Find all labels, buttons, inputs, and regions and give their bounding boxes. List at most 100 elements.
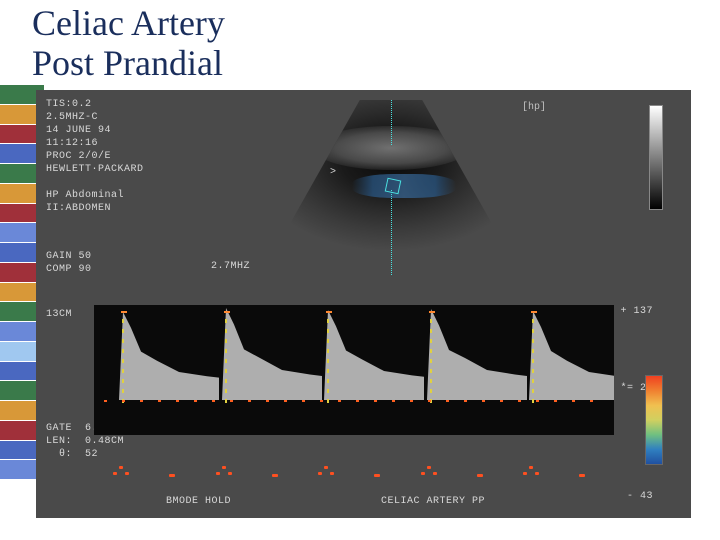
timing-line-dot (122, 359, 124, 363)
baseline-dash (554, 400, 557, 402)
ecg-beat-dot (125, 472, 129, 475)
timing-line-dot (532, 319, 534, 323)
timing-line-dot (122, 389, 124, 393)
doppler-waveform (94, 305, 614, 435)
ecg-beat-dot (324, 466, 328, 469)
baseline-dash (572, 400, 575, 402)
baseline-dash (176, 400, 179, 402)
timing-line-dot (430, 349, 432, 353)
timing-tick (224, 311, 230, 313)
ecg-beat-dot (427, 466, 431, 469)
timing-line-dot (225, 319, 227, 323)
timing-line-dot (327, 349, 329, 353)
ecg-beat-dot (433, 472, 437, 475)
mode-label: BMODE HOLD (166, 495, 231, 508)
ecg-beat-dot (228, 472, 232, 475)
baseline-dash (356, 400, 359, 402)
baseline-dash (428, 400, 431, 402)
hp-logo: [hp] (522, 102, 546, 113)
baseline-dash (374, 400, 377, 402)
baseline-dash (140, 400, 143, 402)
color-velocity-bar (645, 375, 663, 465)
ecg-beat-dot (222, 466, 226, 469)
baseline-dash (194, 400, 197, 402)
timing-line-dot (122, 349, 124, 353)
ecg-segment (477, 474, 483, 477)
timing-line-dot (225, 359, 227, 363)
timing-line-dot (225, 399, 227, 403)
frequency-label: 2.7MHZ (211, 260, 250, 273)
baseline-dash (230, 400, 233, 402)
gain-readout: GAIN 50 COMP 90 (46, 250, 92, 276)
ecg-trace (94, 460, 614, 490)
timing-line-dot (327, 329, 329, 333)
grayscale-bar (649, 105, 663, 210)
angle-arrow-icon: > (330, 166, 337, 179)
timing-line-dot (225, 369, 227, 373)
timing-line-dot (122, 379, 124, 383)
baseline-dash (266, 400, 269, 402)
ecg-beat-dot (318, 472, 322, 475)
cursor-line-bottom (391, 190, 392, 275)
timing-line-dot (430, 369, 432, 373)
timing-line-dot (532, 329, 534, 333)
scan-header: TIS:0.2 2.5MHZ-C 14 JUNE 94 11:12:16 PRO… (46, 98, 144, 215)
sample-gate-icon (384, 177, 401, 194)
timing-line-dot (327, 339, 329, 343)
cursor-line-top (391, 100, 392, 145)
timing-line-dot (122, 369, 124, 373)
baseline-dash (590, 400, 593, 402)
baseline-dash (500, 400, 503, 402)
timing-tick (121, 311, 127, 313)
ecg-beat-dot (113, 472, 117, 475)
timing-line-dot (532, 349, 534, 353)
timing-line-dot (225, 339, 227, 343)
vessel-color-flow (352, 174, 456, 199)
timing-line-dot (532, 399, 534, 403)
timing-line-dot (430, 339, 432, 343)
timing-line-dot (327, 369, 329, 373)
timing-line-dot (532, 339, 534, 343)
timing-line-dot (430, 359, 432, 363)
ecg-segment (272, 474, 278, 477)
baseline-dash (158, 400, 161, 402)
ecg-beat-dot (119, 466, 123, 469)
baseline-dash (482, 400, 485, 402)
title-line2: Post Prandial (32, 43, 223, 83)
timing-line-dot (225, 329, 227, 333)
timing-line-dot (225, 349, 227, 353)
timing-line-dot (532, 369, 534, 373)
timing-line-dot (122, 319, 124, 323)
baseline-dash (446, 400, 449, 402)
baseline-dash (248, 400, 251, 402)
timing-line-dot (532, 359, 534, 363)
timing-line-dot (430, 319, 432, 323)
timing-tick (429, 311, 435, 313)
ecg-beat-dot (523, 472, 527, 475)
scale-bottom: - 43 (627, 490, 653, 503)
baseline-dash (338, 400, 341, 402)
timing-line-dot (532, 379, 534, 383)
ultrasound-panel: TIS:0.2 2.5MHZ-C 14 JUNE 94 11:12:16 PRO… (36, 90, 691, 518)
baseline-dash (518, 400, 521, 402)
timing-tick (326, 311, 332, 313)
timing-line-dot (327, 319, 329, 323)
baseline-dash (410, 400, 413, 402)
baseline-dash (536, 400, 539, 402)
timing-line-dot (430, 389, 432, 393)
depth-label: 13CM (46, 308, 72, 321)
baseline-dash (464, 400, 467, 402)
baseline-dash (212, 400, 215, 402)
spectral-doppler (94, 305, 614, 435)
slide: Celiac Artery Post Prandial TIS:0.2 2.5M… (0, 0, 720, 540)
vessel-label: CELIAC ARTERY PP (381, 495, 485, 508)
ecg-segment (169, 474, 175, 477)
timing-line-dot (430, 379, 432, 383)
timing-line-dot (225, 379, 227, 383)
ecg-segment (374, 474, 380, 477)
ecg-beat-dot (330, 472, 334, 475)
slide-title: Celiac Artery Post Prandial (32, 4, 225, 83)
ecg-beat-dot (529, 466, 533, 469)
scale-top: + 137 (620, 305, 653, 318)
ecg-beat-dot (216, 472, 220, 475)
